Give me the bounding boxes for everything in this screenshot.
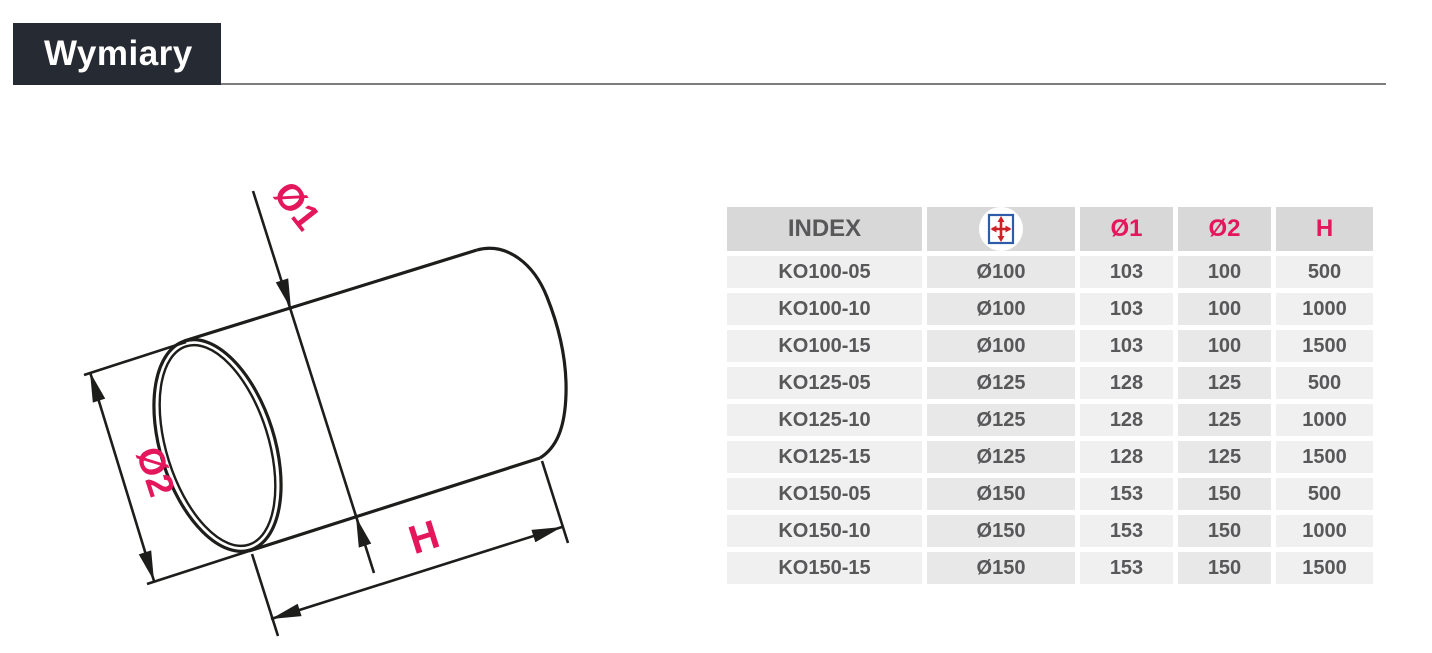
cell-d1: 153 [1080, 478, 1173, 510]
cell-d2: 125 [1178, 367, 1271, 399]
table-row: KO150-15 Ø150 153 150 1500 [727, 552, 1373, 584]
cell-index: KO150-05 [727, 478, 922, 510]
cell-nominal-diameter: Ø150 [927, 552, 1075, 584]
arrowhead [531, 527, 562, 543]
cell-h: 1000 [1276, 515, 1373, 547]
dim-label-d1: Ø1 [266, 174, 329, 238]
cell-nominal-diameter: Ø100 [927, 330, 1075, 362]
cell-h: 1500 [1276, 330, 1373, 362]
cell-index: KO150-10 [727, 515, 922, 547]
cell-d1: 153 [1080, 552, 1173, 584]
table-row: KO100-05 Ø100 103 100 500 [727, 256, 1373, 288]
cell-h: 1000 [1276, 293, 1373, 325]
cell-h: 500 [1276, 367, 1373, 399]
cell-d2: 150 [1178, 478, 1271, 510]
column-header-index: INDEX [727, 207, 922, 251]
cell-index: KO125-10 [727, 404, 922, 436]
column-header-d1: Ø1 [1080, 207, 1173, 251]
dim-label-h: H [404, 512, 445, 563]
cylinder-top-edge [183, 248, 478, 343]
ext-line-d2-top [83, 340, 187, 377]
cell-nominal-diameter: Ø125 [927, 367, 1075, 399]
section-title: Wymiary [44, 34, 193, 73]
table-row: KO150-05 Ø150 153 150 500 [727, 478, 1373, 510]
cylinder-far-cap [476, 246, 568, 460]
cell-h: 500 [1276, 478, 1373, 510]
cell-d1: 128 [1080, 404, 1173, 436]
cell-d2: 125 [1178, 441, 1271, 473]
table-row: KO100-15 Ø100 103 100 1500 [727, 330, 1373, 362]
table-row: KO125-15 Ø125 128 125 1500 [727, 441, 1373, 473]
cell-d2: 100 [1178, 330, 1271, 362]
section-title-box: Wymiary [13, 23, 221, 85]
cell-d1: 153 [1080, 515, 1173, 547]
pipe-opening-inner [158, 343, 277, 548]
arrowhead [271, 603, 302, 619]
cell-index: KO100-10 [727, 293, 922, 325]
table-row: KO125-05 Ø125 128 125 500 [727, 367, 1373, 399]
cylinder-bottom-edge [248, 456, 541, 553]
cell-d1: 103 [1080, 256, 1173, 288]
cell-index: KO125-05 [727, 367, 922, 399]
cell-h: 1500 [1276, 441, 1373, 473]
cell-h: 1000 [1276, 404, 1373, 436]
arrowhead [90, 372, 106, 403]
table-row: KO125-10 Ø125 128 125 1000 [727, 404, 1373, 436]
dimension-cross-icon [979, 207, 1023, 251]
cell-d1: 103 [1080, 330, 1173, 362]
cell-nominal-diameter: Ø125 [927, 441, 1075, 473]
cell-nominal-diameter: Ø150 [927, 478, 1075, 510]
cell-d2: 150 [1178, 515, 1271, 547]
cell-h: 500 [1276, 256, 1373, 288]
cell-h: 1500 [1276, 552, 1373, 584]
cell-nominal-diameter: Ø100 [927, 256, 1075, 288]
cell-nominal-diameter: Ø150 [927, 515, 1075, 547]
column-header-diameter [927, 207, 1075, 251]
table-header-row: INDEX [727, 207, 1373, 251]
ext-line-d2-bottom [146, 549, 250, 586]
cell-d1: 103 [1080, 293, 1173, 325]
arrowhead [138, 550, 154, 581]
arrowhead [356, 517, 372, 548]
table-row: KO100-10 Ø100 103 100 1000 [727, 293, 1373, 325]
column-header-h: H [1276, 207, 1373, 251]
cell-nominal-diameter: Ø100 [927, 293, 1075, 325]
column-header-d2: Ø2 [1178, 207, 1271, 251]
cell-d2: 100 [1178, 293, 1271, 325]
cell-d1: 128 [1080, 441, 1173, 473]
cell-d2: 100 [1178, 256, 1271, 288]
ext-line-h-right [540, 460, 570, 544]
cell-index: KO150-15 [727, 552, 922, 584]
cell-index: KO100-05 [727, 256, 922, 288]
cell-nominal-diameter: Ø125 [927, 404, 1075, 436]
cell-index: KO100-15 [727, 330, 922, 362]
dim-line-d2 [88, 371, 156, 582]
pipe-opening-outer [152, 338, 283, 553]
pipe-dimension-diagram: Ø1 Ø2 H [83, 174, 570, 637]
cell-index: KO125-15 [727, 441, 922, 473]
arrowhead [275, 278, 291, 309]
dimensions-table: INDEX [722, 202, 1378, 589]
ext-line-h-left [250, 553, 280, 637]
cell-d2: 125 [1178, 404, 1271, 436]
cell-d1: 128 [1080, 367, 1173, 399]
icon-wrap [927, 207, 1075, 251]
cell-d2: 150 [1178, 552, 1271, 584]
dim-line-h [270, 525, 563, 621]
table-row: KO150-10 Ø150 153 150 1000 [727, 515, 1373, 547]
dim-line-d1 [251, 190, 376, 574]
section-divider-line [13, 83, 1386, 85]
